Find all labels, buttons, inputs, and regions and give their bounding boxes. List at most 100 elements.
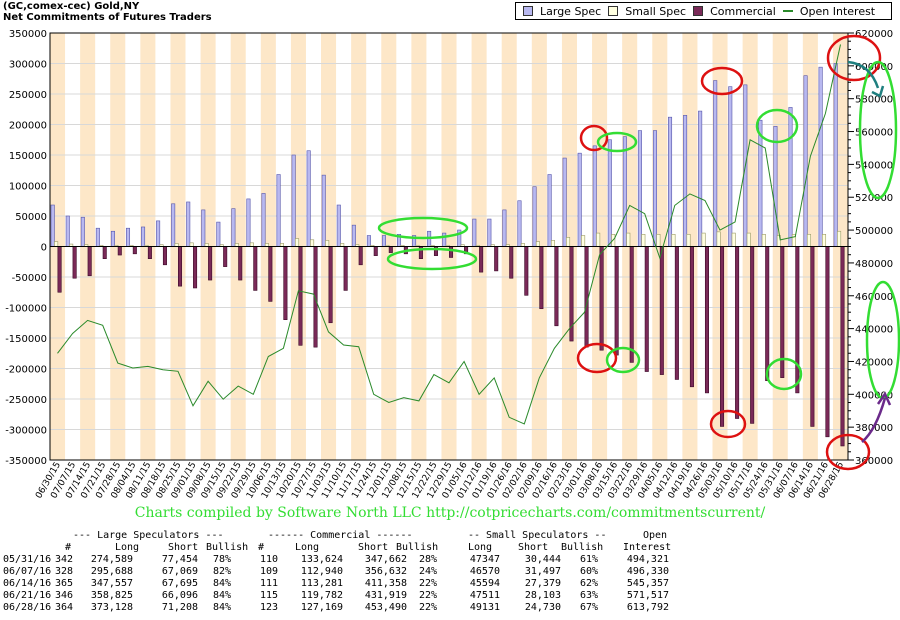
table-cell: 28,103 <box>524 590 561 601</box>
table-cell: 27,379 <box>524 578 561 589</box>
bar-commercial <box>253 246 258 291</box>
bar-large-spec <box>201 209 206 247</box>
bar-small-spec <box>566 237 571 247</box>
bar-large-spec <box>758 119 763 247</box>
table-cell: 22% <box>418 578 437 589</box>
bar-large-spec <box>592 145 597 247</box>
bar-large-spec <box>65 215 70 247</box>
bar-large-spec <box>487 218 492 247</box>
right-axis-tick: 440000 <box>855 325 893 336</box>
table-cell: 84% <box>212 578 231 589</box>
left-axis-tick: 300000 <box>9 60 47 71</box>
bar-small-spec <box>806 234 811 247</box>
bar-commercial <box>298 246 303 346</box>
right-axis-tick: 620000 <box>855 29 893 40</box>
bar-commercial <box>659 246 664 375</box>
bar-large-spec <box>607 139 612 247</box>
chart-header-line1: (GC,comex-cec) Gold,NY <box>3 1 140 12</box>
table-cell: 347,662 <box>364 554 407 565</box>
bar-commercial <box>599 246 604 351</box>
bar-large-spec <box>517 200 522 247</box>
table-cell: 373,128 <box>90 602 133 613</box>
annotation-arrow <box>861 397 887 443</box>
bar-commercial <box>524 246 529 296</box>
legend-item-open-interest: Open Interest <box>782 5 875 18</box>
bar-large-spec <box>773 126 778 247</box>
annotation-ellipse <box>596 131 638 153</box>
table-cell: 110 <box>259 554 278 565</box>
bar-large-spec <box>366 235 371 247</box>
bar-large-spec <box>562 157 567 247</box>
cot-chart: 350000 300000 250000 200000 150000 100000 5000… <box>5 29 900 501</box>
bar-large-spec <box>231 208 236 247</box>
bar-small-spec <box>54 241 59 247</box>
right-axis-tick: 400000 <box>855 390 893 401</box>
left-axis-tick: 350000 <box>9 29 47 40</box>
bar-commercial <box>328 246 333 324</box>
bar-small-spec <box>822 234 827 247</box>
table-cell: 274,589 <box>90 554 133 565</box>
table-cell: 30,444 <box>524 554 561 565</box>
table-cell: 71,208 <box>161 602 198 613</box>
table-cell: 342 <box>54 554 73 565</box>
bar-commercial <box>479 246 484 273</box>
bar-commercial <box>223 246 228 267</box>
right-axis-tick: 460000 <box>855 292 893 303</box>
table-cell: 111 <box>259 578 278 589</box>
bar-commercial <box>750 246 755 424</box>
table-cell: 133,624 <box>300 554 343 565</box>
bar-small-spec <box>626 232 631 247</box>
annotation-ellipse <box>700 66 744 96</box>
table-cell: Long <box>115 542 140 553</box>
table-cell: 45594 <box>469 578 500 589</box>
table-cell: 28% <box>418 554 437 565</box>
bar-commercial <box>72 246 77 279</box>
bar-large-spec <box>110 230 115 247</box>
table-cell: 06/28/16 <box>3 602 52 613</box>
left-axis-tick: -50000 <box>12 273 47 284</box>
table-cell: 61% <box>579 554 598 565</box>
left-axis-tick: 250000 <box>9 90 47 101</box>
annotation-ellipse <box>765 357 803 391</box>
table-cell: -- Small Speculators -- <box>468 530 607 541</box>
bar-commercial <box>735 246 740 419</box>
open-interest-line <box>57 44 841 425</box>
bar-commercial <box>494 246 499 272</box>
right-axis-tick: 520000 <box>855 193 893 204</box>
bar-large-spec <box>261 193 266 247</box>
right-axis-tick: 600000 <box>855 62 893 73</box>
bar-large-spec <box>156 220 161 247</box>
annotation-ellipse <box>825 433 871 471</box>
right-axis-tick: 540000 <box>855 160 893 171</box>
table-cell: # <box>65 542 72 553</box>
table-cell: Short <box>518 542 549 553</box>
annotation-ellipse <box>605 346 641 374</box>
annotation-arrowhead <box>871 85 885 98</box>
left-axis-tick: -100000 <box>5 304 47 315</box>
bar-small-spec <box>550 240 556 247</box>
table-cell: 123 <box>259 602 278 613</box>
table-cell: 496,330 <box>626 566 669 577</box>
bar-commercial <box>193 246 198 289</box>
legend-swatch <box>608 6 619 16</box>
bar-commercial <box>810 246 815 427</box>
table-cell: Interest <box>623 542 672 553</box>
table-cell: 06/07/16 <box>3 566 52 577</box>
table-cell: 47511 <box>469 590 500 601</box>
bar-small-spec <box>581 235 586 247</box>
table-cell: 84% <box>212 602 231 613</box>
table-cell: 545,357 <box>626 578 669 589</box>
bar-commercial <box>358 246 363 266</box>
bar-commercial <box>689 246 694 388</box>
bar-small-spec <box>701 232 706 247</box>
table-cell: # <box>258 542 265 553</box>
table-cell: 328 <box>54 566 73 577</box>
table-cell: 22% <box>418 590 437 601</box>
bar-large-spec <box>698 110 703 247</box>
bar-commercial <box>238 246 243 281</box>
bar-commercial <box>57 246 62 293</box>
bar-small-spec <box>295 238 300 247</box>
bar-large-spec <box>818 66 823 247</box>
table-cell: 63% <box>579 590 598 601</box>
bar-small-spec <box>189 242 194 247</box>
